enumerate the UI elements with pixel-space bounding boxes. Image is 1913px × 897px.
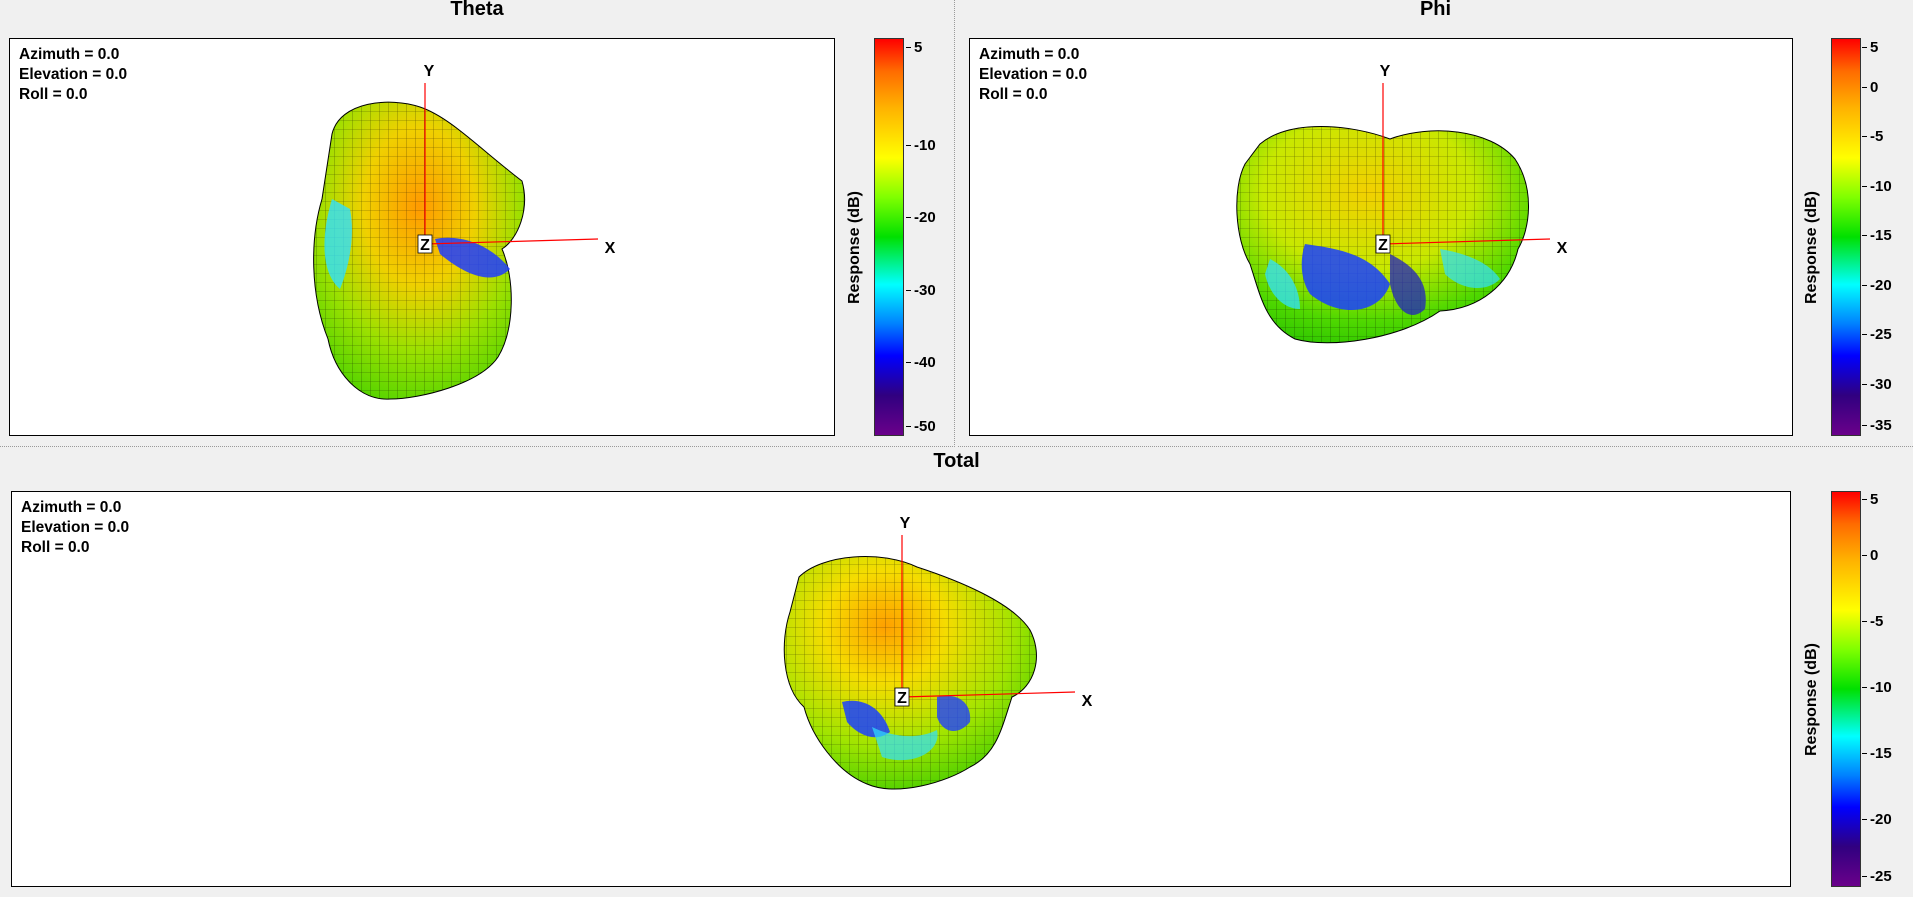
orientation-readout: Azimuth = 0.0 Elevation = 0.0 Roll = 0.0	[979, 45, 1087, 105]
orientation-readout: Azimuth = 0.0 Elevation = 0.0 Roll = 0.0	[19, 45, 127, 105]
colorbar-tick: 5	[1861, 39, 1879, 56]
theta-plot-area[interactable]: Azimuth = 0.0 Elevation = 0.0 Roll = 0.0	[9, 38, 835, 436]
axes-triad: Y X Z	[894, 515, 1093, 710]
colorbar	[874, 38, 904, 436]
colorbar-tick: -50	[906, 418, 936, 435]
colorbar-tick: 5	[905, 39, 923, 56]
total-3d-pattern[interactable]: Y X Z	[12, 492, 1790, 886]
elevation-readout: Elevation = 0.0	[21, 519, 130, 536]
roll-readout: Roll = 0.0	[19, 86, 88, 103]
colorbar-tick: -15	[1862, 745, 1892, 762]
phi-3d-pattern[interactable]: Y X Z	[970, 39, 1792, 435]
axes-triad: Y X Z	[417, 63, 616, 257]
azimuth-readout: Azimuth = 0.0	[21, 499, 122, 516]
colorbar-tick: -30	[906, 282, 936, 299]
colorbar-tick: 0	[1861, 79, 1879, 96]
colorbar-tick: -25	[1862, 326, 1892, 343]
colorbar-label: Response (dB)	[1803, 191, 1820, 304]
z-axis-label: Z	[897, 690, 907, 707]
total-panel: Total Azimuth = 0.0 Elevation = 0.0 Roll…	[0, 450, 1913, 897]
colorbar-label: Response (dB)	[1803, 643, 1820, 756]
colorbar-tick: -10	[906, 137, 936, 154]
colorbar-tick: -20	[906, 209, 936, 226]
radiation-pattern-surface	[783, 556, 1037, 790]
colorbar-tick: -25	[1862, 868, 1892, 885]
x-axis-label: X	[1082, 693, 1093, 710]
x-axis-label: X	[605, 240, 616, 257]
phi-plot-area[interactable]: Azimuth = 0.0 Elevation = 0.0 Roll = 0.0	[969, 38, 1793, 436]
azimuth-readout: Azimuth = 0.0	[979, 46, 1080, 63]
colorbar-tick: -20	[1862, 811, 1892, 828]
total-plot-area[interactable]: Azimuth = 0.0 Elevation = 0.0 Roll = 0.0	[11, 491, 1791, 887]
colorbar-tick: 5	[1861, 491, 1879, 508]
colorbar-tick: -35	[1862, 417, 1892, 434]
colorbar-tick: -30	[1862, 376, 1892, 393]
phi-panel: Phi Azimuth = 0.0 Elevation = 0.0 Roll =…	[958, 0, 1913, 447]
z-axis-label: Z	[420, 237, 430, 254]
theta-panel: Theta Azimuth = 0.0 Elevation = 0.0 Roll…	[0, 0, 955, 447]
colorbar-tick: -40	[906, 354, 936, 371]
colorbar-tick: -15	[1862, 227, 1892, 244]
colorbar-tick: -10	[1862, 679, 1892, 696]
axes-triad: Y X Z	[1375, 63, 1568, 257]
roll-readout: Roll = 0.0	[979, 86, 1048, 103]
roll-readout: Roll = 0.0	[21, 539, 90, 556]
panel-title: Phi	[1419, 0, 1452, 20]
elevation-readout: Elevation = 0.0	[979, 66, 1088, 83]
azimuth-readout: Azimuth = 0.0	[19, 46, 120, 63]
y-axis-label: Y	[1380, 63, 1391, 80]
theta-3d-pattern[interactable]: Y X Z	[10, 39, 834, 435]
elevation-readout: Elevation = 0.0	[19, 66, 128, 83]
colorbar-tick: -10	[1862, 178, 1892, 195]
colorbar-tick: -20	[1862, 277, 1892, 294]
z-axis-label: Z	[1378, 237, 1388, 254]
colorbar	[1831, 38, 1861, 436]
x-axis-label: X	[1557, 240, 1568, 257]
colorbar-tick: 0	[1861, 547, 1879, 564]
colorbar	[1831, 491, 1861, 887]
y-axis-label: Y	[424, 63, 435, 80]
orientation-readout: Azimuth = 0.0 Elevation = 0.0 Roll = 0.0	[21, 498, 129, 558]
panel-title: Theta	[450, 0, 504, 20]
colorbar-tick: -5	[1861, 613, 1884, 630]
panel-title: Total	[933, 450, 980, 472]
y-axis-label: Y	[900, 515, 911, 532]
colorbar-label: Response (dB)	[846, 191, 863, 304]
colorbar-tick: -5	[1861, 128, 1884, 145]
